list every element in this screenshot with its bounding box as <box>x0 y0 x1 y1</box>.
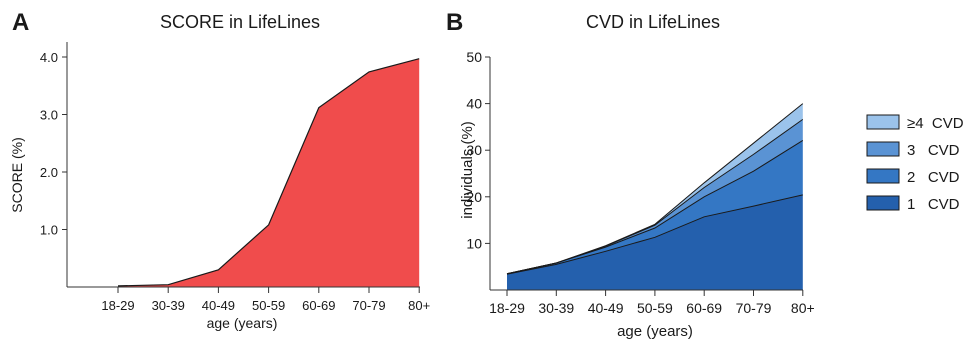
panel-b-y-tick-label: 10 <box>466 235 482 251</box>
cvd-area-series-2 <box>507 140 803 275</box>
cvd-line-series-4 <box>506 103 804 275</box>
panel-b-x-tick-label: 30-39 <box>538 300 574 316</box>
panel-b-legend: ≥4 CVD 3 CVD 2 CVD 1 CVD <box>866 114 964 213</box>
panel-b-letter: B <box>446 9 463 36</box>
panel-a-y-tick-label: 3.0 <box>40 108 58 123</box>
panel-a-title: SCORE in LifeLines <box>160 12 320 32</box>
panel-a-plot <box>117 58 420 288</box>
panel-a: A SCORE in LifeLines 1.0 2.0 3.0 4.0 18-29 30… <box>9 9 430 331</box>
cvd-line-series-1 <box>506 194 803 275</box>
panel-b-ylabel: individuals (%) <box>459 121 476 219</box>
panel-b-axes: 10 20 30 40 50 18-29 30-39 40-49 50-59 60-69 70-79… <box>466 49 814 316</box>
panel-a-x-tick-label: 40-49 <box>202 298 235 313</box>
panel-b-x-tick-label: 80+ <box>791 300 815 316</box>
legend-swatch <box>866 195 900 211</box>
panel-b-x-tick-label: 40-49 <box>588 300 624 316</box>
panel-a-x-tick-label: 50-59 <box>252 298 285 313</box>
panel-b-y-tick-label: 30 <box>466 142 482 158</box>
panel-a-x-tick-label: 80+ <box>408 298 430 313</box>
panel-b-x-tick-label: 18-29 <box>489 300 525 316</box>
panel-a-y-tick-label: 4.0 <box>40 50 58 65</box>
panel-b-y-tick-label: 40 <box>466 96 482 112</box>
score-area <box>118 58 420 288</box>
panel-a-x-tick-label: 30-39 <box>152 298 185 313</box>
panel-a-y-tick-label: 2.0 <box>40 165 58 180</box>
legend-swatch <box>866 141 900 157</box>
cvd-area-series-1 <box>507 194 803 290</box>
legend-swatch <box>866 168 900 184</box>
panel-b-title: CVD in LifeLines <box>586 12 720 32</box>
panel-b-plot <box>506 103 804 290</box>
panel-b-y-tick-label: 50 <box>466 49 482 65</box>
legend-label: 2 CVD <box>907 169 960 186</box>
legend-label: 1 CVD <box>907 196 960 213</box>
panel-b-x-tick-label: 50-59 <box>637 300 673 316</box>
score-line <box>117 58 420 287</box>
panel-a-x-tick-label: 18-29 <box>101 298 134 313</box>
panel-a-y-tick-label: 1.0 <box>40 223 58 238</box>
panel-b-x-tick-label: 70-79 <box>736 300 772 316</box>
panel-a-ylabel: SCORE (%) <box>9 137 25 212</box>
panel-a-x-tick-label: 60-69 <box>302 298 335 313</box>
legend-label: 3 CVD <box>907 142 960 159</box>
panel-a-axes: 1.0 2.0 3.0 4.0 18-29 30-39 40-49 50-59 60-69 70-… <box>40 42 430 313</box>
legend-label: ≥4 CVD <box>907 115 964 132</box>
panel-a-x-tick-label: 70-79 <box>352 298 385 313</box>
panel-b-xlabel: age (years) <box>617 323 693 340</box>
panel-b-y-tick-label: 20 <box>466 189 482 205</box>
legend-swatch <box>866 114 900 130</box>
panel-a-letter: A <box>12 9 29 36</box>
panel-b: B CVD in LifeLines 10 20 30 40 50 18-29 30-39 4… <box>446 9 964 340</box>
panel-b-x-tick-label: 60-69 <box>686 300 722 316</box>
panel-a-xlabel: age (years) <box>207 315 278 331</box>
